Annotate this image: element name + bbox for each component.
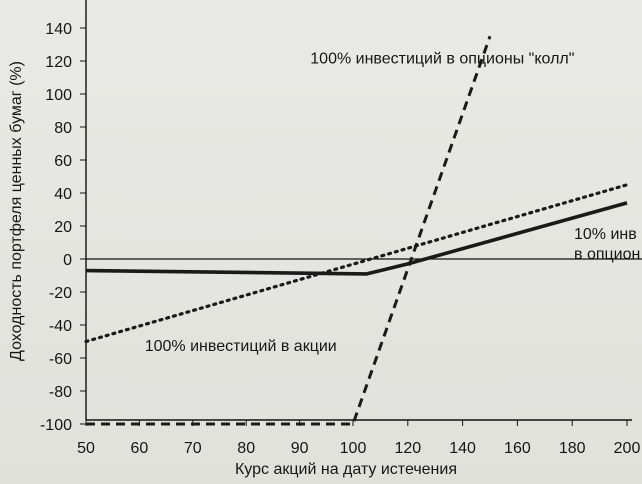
y-tick-label: 80 [54,120,72,137]
y-tick-label: 100 [45,87,72,104]
x-tick-label: 140 [449,440,476,457]
x-tick-label: 100 [340,440,367,457]
x-tick-label: 200 [614,440,641,457]
x-tick-label: 60 [131,440,149,457]
y-tick-label: 20 [54,219,72,236]
labels: Доходность портфеля ценных бумаг (%) Кур… [8,51,640,478]
call-options-series-line [86,35,492,426]
x-tick-label: 180 [559,440,586,457]
y-tick-label: -20 [49,285,72,302]
ten-percent-options-series-line [85,201,628,276]
y-tick-label: -60 [49,351,72,368]
y-tick-label: -100 [40,417,72,434]
x-tick-label: 70 [184,440,202,457]
x-tick-label: 90 [291,440,309,457]
x-tick-label: 50 [77,440,95,457]
y-tick-label: 60 [54,153,72,170]
x-axis-title: Курс акций на дату истечения [235,461,457,478]
stock-annotation: 100% инвестиций в акции [145,338,337,355]
call-options-annotation: 100% инвестиций в опционы "колл" [310,51,574,68]
x-tick-label: 160 [504,440,531,457]
y-tick-label: 0 [63,252,72,269]
x-tick-label: 120 [394,440,421,457]
y-axis-title: Доходность портфеля ценных бумаг (%) [8,61,25,361]
stock-series-line [84,183,629,344]
y-tick-label: 120 [45,54,72,71]
y-tick-label: -40 [49,318,72,335]
axes [85,0,642,421]
y-tick-label: 140 [45,21,72,38]
y-tick-label: -80 [49,384,72,401]
series-lines [84,35,629,426]
x-tick-label: 80 [237,440,255,457]
ten-percent-options-label-line-1: 10% инв [574,226,637,243]
ten-percent-options-label-line-2: в опцион [574,246,640,263]
y-tick-label: 40 [54,186,72,203]
